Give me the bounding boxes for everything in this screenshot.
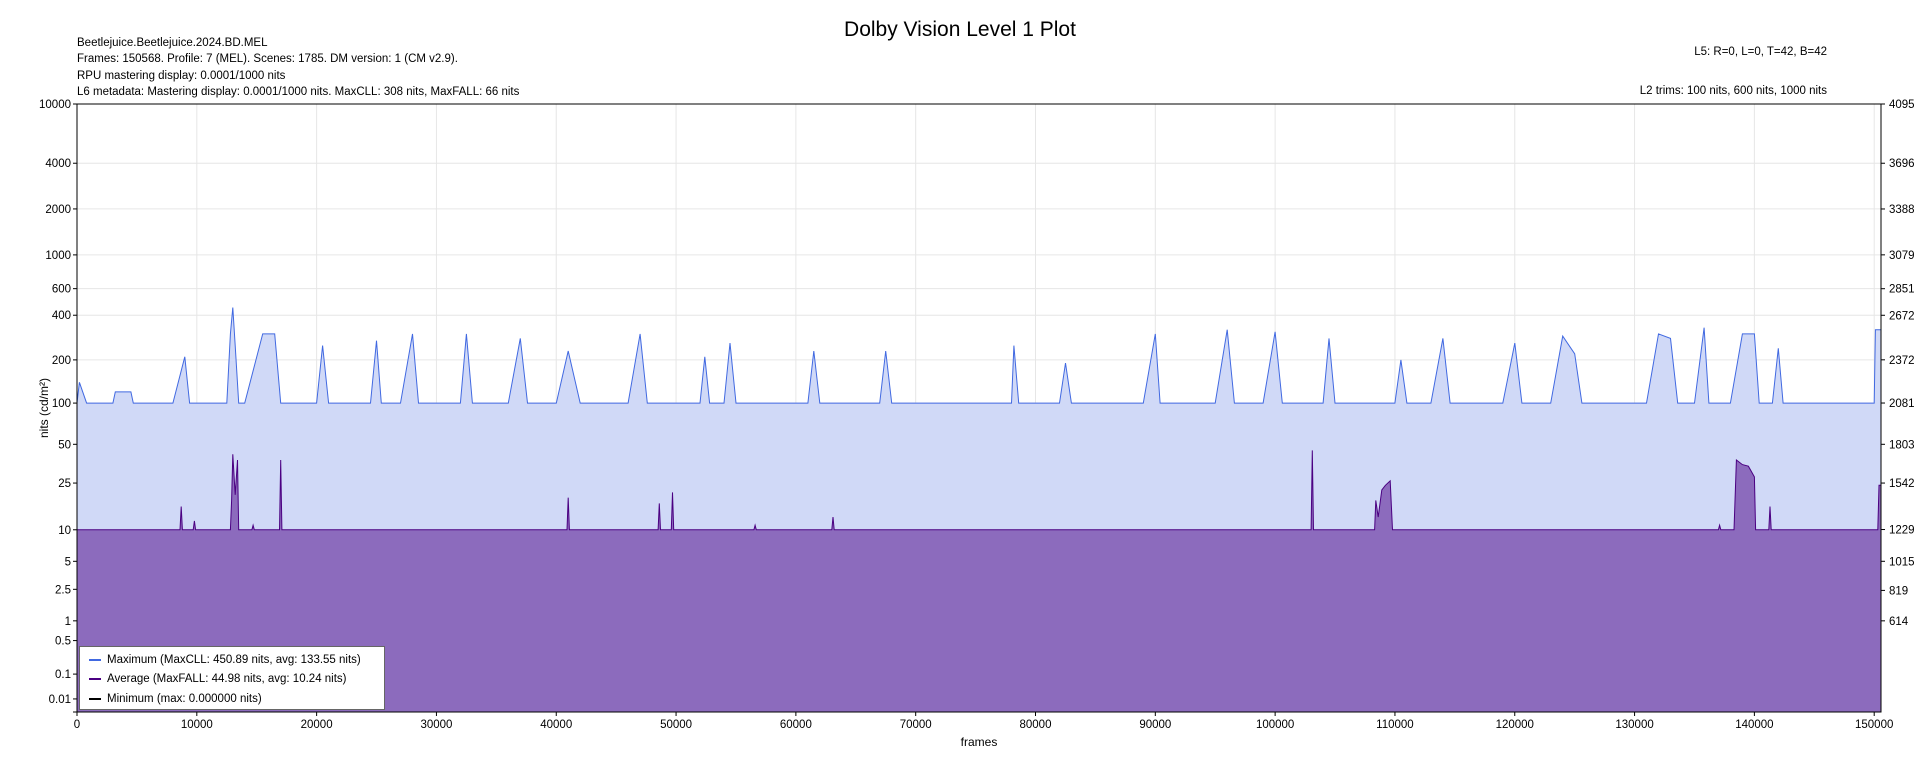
l5-info: L5: R=0, L=0, T=42, B=42: [1694, 46, 1827, 58]
y-tick-label: 0.5: [55, 636, 71, 648]
y-tick-label: 10: [58, 525, 71, 537]
info-line-l6: L6 metadata: Mastering display: 0.0001/1…: [77, 85, 520, 98]
info-line-frames: Frames: 150568. Profile: 7 (MEL). Scenes…: [77, 53, 458, 66]
x-tick-label: 140000: [1735, 719, 1773, 731]
y-tick-label: 400: [52, 310, 71, 322]
legend-label-maximum: Maximum (MaxCLL: 450.89 nits, avg: 133.5…: [107, 653, 361, 666]
x-tick-label: 10000: [181, 719, 213, 731]
x-tick-label: 30000: [420, 719, 452, 731]
y-tick-label: 50: [58, 439, 71, 451]
x-tick-label: 80000: [1020, 719, 1052, 731]
x-tick-label: 120000: [1496, 719, 1534, 731]
x-tick-label: 130000: [1615, 719, 1653, 731]
y-tick-label: 1000: [45, 250, 71, 262]
legend-swatch-average: [89, 678, 101, 681]
x-tick-label: 70000: [900, 719, 932, 731]
x-axis-label: frames: [961, 735, 998, 749]
y-right-tick-label: 4095: [1889, 99, 1915, 111]
x-tick-label: 20000: [301, 719, 333, 731]
legend-swatch-minimum: [89, 697, 101, 700]
y-tick-label: 25: [58, 478, 71, 490]
y-right-tick-label: 614: [1889, 616, 1909, 628]
x-tick-label: 110000: [1376, 719, 1414, 731]
plot-frame: [76, 103, 1882, 713]
legend-item-minimum: Minimum (max: 0.000000 nits): [89, 689, 384, 709]
x-tick-label: 150000: [1855, 719, 1893, 731]
legend: Maximum (MaxCLL: 450.89 nits, avg: 133.5…: [79, 646, 385, 710]
y-right-tick-label: 3388: [1889, 204, 1915, 216]
y-right-tick-label: 3696: [1889, 158, 1915, 170]
y-tick-label: 2000: [45, 204, 71, 216]
y-tick-label: 2.5: [55, 584, 71, 596]
series-average-area: [77, 450, 1881, 712]
legend-label-minimum: Minimum (max: 0.000000 nits): [107, 692, 262, 705]
legend-item-average: Average (MaxFALL: 44.98 nits, avg: 10.24…: [89, 670, 384, 690]
y-tick-label: 4000: [45, 158, 71, 170]
series-average-line: [77, 450, 1881, 531]
y-tick-label: 100: [52, 398, 71, 410]
info-block: Beetlejuice.Beetlejuice.2024.BD.MEL Fram…: [77, 35, 519, 100]
x-tick-label: 60000: [780, 719, 812, 731]
legend-label-average: Average (MaxFALL: 44.98 nits, avg: 10.24…: [107, 673, 347, 686]
y-right-tick-label: 1015: [1889, 556, 1915, 568]
y-right-tick-label: 1803: [1889, 439, 1915, 451]
y-tick-label: 0.01: [49, 694, 71, 706]
series-layer: [76, 307, 1881, 713]
y-tick-label: 600: [52, 284, 71, 296]
info-line-file: Beetlejuice.Beetlejuice.2024.BD.MEL: [77, 37, 268, 49]
legend-swatch-maximum: [89, 658, 101, 661]
chart-title: Dolby Vision Level 1 Plot: [844, 18, 1076, 41]
legend-item-maximum: Maximum (MaxCLL: 450.89 nits, avg: 133.5…: [89, 650, 384, 670]
y-right-tick-label: 819: [1889, 585, 1908, 597]
x-tick-label: 40000: [540, 719, 572, 731]
y-tick-label: 1: [65, 616, 71, 628]
y-tick-label: 5: [65, 556, 71, 568]
y-right-tick-label: 2372: [1889, 355, 1915, 367]
x-tick-label: 50000: [660, 719, 692, 731]
series-maximum-line: [76, 307, 1881, 404]
y-right-tick-label: 2081: [1889, 398, 1915, 410]
y-right-tick-label: 2851: [1889, 284, 1915, 296]
y-tick-label: 200: [52, 355, 71, 367]
y-right-tick-label: 3079: [1889, 250, 1915, 262]
info-line-rpu: RPU mastering display: 0.0001/1000 nits: [77, 69, 286, 82]
l2-trims-info: L2 trims: 100 nits, 600 nits, 1000 nits: [1639, 85, 1827, 97]
y-right-tick-label: 1542: [1889, 478, 1915, 490]
y-tick-label: 0.1: [55, 669, 71, 681]
axes-layer: [73, 103, 1885, 716]
x-tick-label: 0: [74, 719, 80, 731]
y-right-tick-label: 2672: [1889, 310, 1915, 322]
x-tick-label: 90000: [1139, 719, 1171, 731]
y-axis-label: nits (cd/m²): [37, 378, 51, 438]
y-tick-label: 10000: [39, 99, 71, 111]
tick-labels: 0 10000 20000 30000 40000 50000 60000 70000 8000…: [39, 99, 1915, 731]
y-right-tick-label: 1229: [1889, 525, 1915, 537]
x-tick-label: 100000: [1256, 719, 1294, 731]
